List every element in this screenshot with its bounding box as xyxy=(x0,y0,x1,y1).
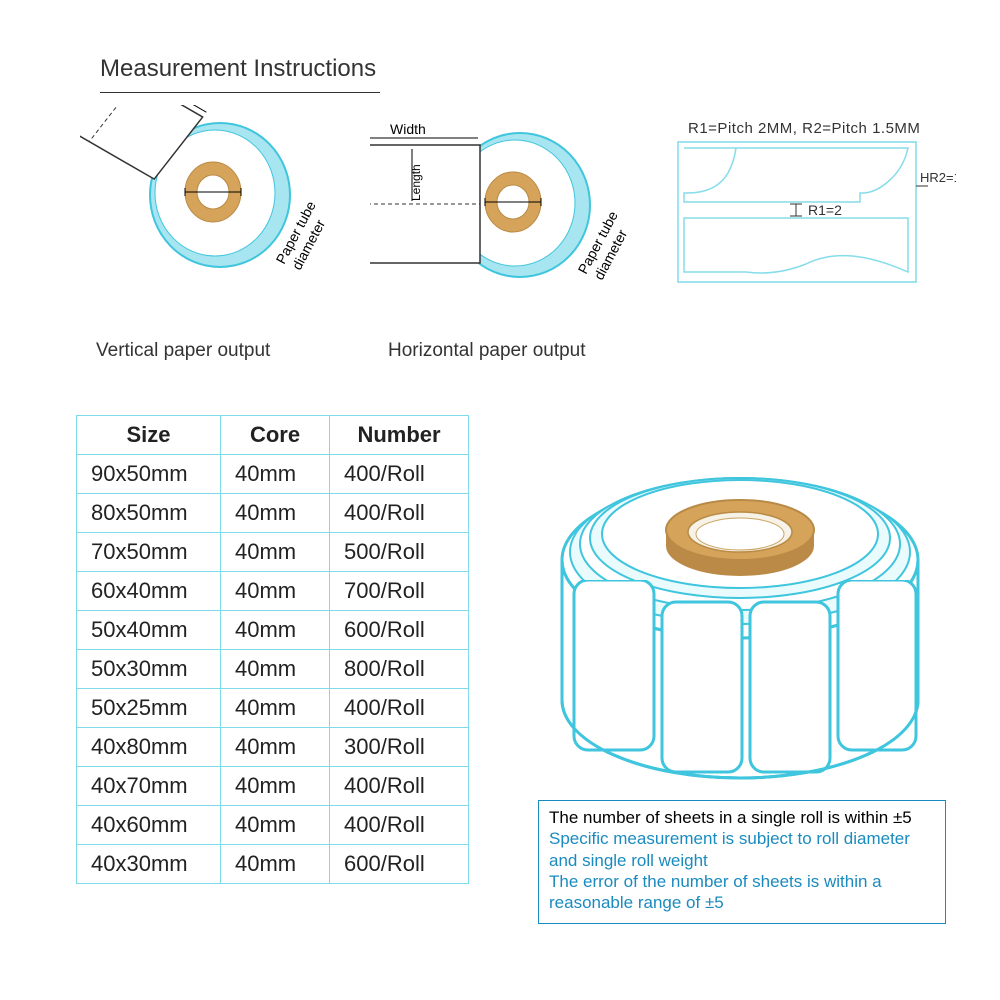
cell: 500/Roll xyxy=(330,533,469,572)
cell: 800/Roll xyxy=(330,650,469,689)
cell: 80x50mm xyxy=(77,494,221,533)
cell: 60x40mm xyxy=(77,572,221,611)
cell: 50x25mm xyxy=(77,689,221,728)
cell: 40mm xyxy=(221,572,330,611)
cell: 40x80mm xyxy=(77,728,221,767)
svg-text:HR2=1.5: HR2=1.5 xyxy=(920,170,956,185)
cell: 40mm xyxy=(221,533,330,572)
note-line-1: The number of sheets in a single roll is… xyxy=(549,807,935,828)
cell: 40mm xyxy=(221,728,330,767)
cell: 400/Roll xyxy=(330,689,469,728)
note-line-2: Specific measurement is subject to roll … xyxy=(549,828,935,871)
diagram-pitch: R1=2 HR2=1.5 xyxy=(676,138,956,298)
cell: 600/Roll xyxy=(330,845,469,884)
cell: 300/Roll xyxy=(330,728,469,767)
cell: 40mm xyxy=(221,806,330,845)
table-row: 60x40mm40mm700/Roll xyxy=(77,572,469,611)
cell: 400/Roll xyxy=(330,494,469,533)
cell: 600/Roll xyxy=(330,611,469,650)
diagram-horizontal-roll: Width Length Paper tube diameter xyxy=(370,105,630,325)
cell: 400/Roll xyxy=(330,806,469,845)
svg-text:Length: Length xyxy=(409,164,423,201)
cell: 50x30mm xyxy=(77,650,221,689)
table-row: 70x50mm40mm500/Roll xyxy=(77,533,469,572)
caption-vertical: Vertical paper output xyxy=(96,340,270,362)
col-number: Number xyxy=(330,416,469,455)
cell: 40x70mm xyxy=(77,767,221,806)
cell: 90x50mm xyxy=(77,455,221,494)
cell: 40mm xyxy=(221,611,330,650)
cell: 40mm xyxy=(221,455,330,494)
section-title: Measurement Instructions xyxy=(100,55,376,83)
note-line-3: The error of the number of sheets is wit… xyxy=(549,871,935,914)
title-underline xyxy=(100,92,380,93)
svg-text:Width: Width xyxy=(390,121,426,137)
cell: 400/Roll xyxy=(330,767,469,806)
cell: 40x30mm xyxy=(77,845,221,884)
cell: 40mm xyxy=(221,650,330,689)
cell: 40x60mm xyxy=(77,806,221,845)
cell: 40mm xyxy=(221,689,330,728)
table-row: 50x25mm40mm400/Roll xyxy=(77,689,469,728)
col-core: Core xyxy=(221,416,330,455)
pitch-heading: R1=Pitch 2MM, R2=Pitch 1.5MM xyxy=(688,120,920,137)
caption-horizontal: Horizontal paper output xyxy=(388,340,586,362)
table-row: 40x80mm40mm300/Roll xyxy=(77,728,469,767)
cell: 40mm xyxy=(221,845,330,884)
cell: 40mm xyxy=(221,494,330,533)
cell: 50x40mm xyxy=(77,611,221,650)
table-row: 50x40mm40mm600/Roll xyxy=(77,611,469,650)
illustration-label-roll xyxy=(540,430,940,780)
col-size: Size xyxy=(77,416,221,455)
cell: 700/Roll xyxy=(330,572,469,611)
cell: 70x50mm xyxy=(77,533,221,572)
spec-table: SizeCoreNumber 90x50mm40mm400/Roll80x50m… xyxy=(76,415,469,884)
cell: 400/Roll xyxy=(330,455,469,494)
table-row: 40x30mm40mm600/Roll xyxy=(77,845,469,884)
svg-text:R1=2: R1=2 xyxy=(808,202,842,218)
table-row: 40x70mm40mm400/Roll xyxy=(77,767,469,806)
diagram-vertical-roll: Width Length Paper tube diameter xyxy=(80,105,340,325)
table-row: 40x60mm40mm400/Roll xyxy=(77,806,469,845)
note-box: The number of sheets in a single roll is… xyxy=(538,800,946,924)
table-row: 50x30mm40mm800/Roll xyxy=(77,650,469,689)
table-row: 90x50mm40mm400/Roll xyxy=(77,455,469,494)
cell: 40mm xyxy=(221,767,330,806)
table-row: 80x50mm40mm400/Roll xyxy=(77,494,469,533)
